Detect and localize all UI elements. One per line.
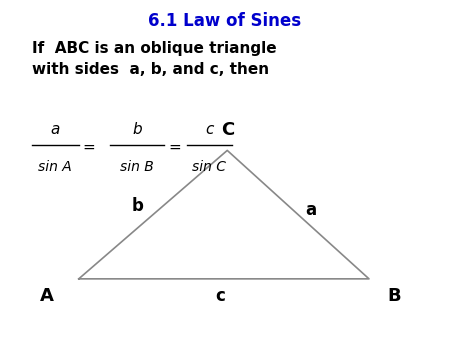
Text: a: a	[305, 200, 316, 219]
Text: sin A: sin A	[38, 160, 72, 174]
Text: c: c	[205, 122, 213, 137]
Text: B: B	[387, 287, 400, 305]
Text: =: =	[83, 140, 95, 154]
Text: b: b	[132, 122, 142, 137]
Text: b: b	[131, 197, 143, 215]
Text: a: a	[50, 122, 60, 137]
Text: 6.1 Law of Sines: 6.1 Law of Sines	[148, 12, 302, 30]
Text: C: C	[220, 121, 234, 139]
Text: sin B: sin B	[121, 160, 154, 174]
Text: c: c	[216, 287, 225, 305]
Text: sin C: sin C	[192, 160, 226, 174]
Text: A: A	[40, 287, 54, 305]
Text: =: =	[168, 140, 181, 154]
Text: If  ABC is an oblique triangle
with sides  a, b, and c, then: If ABC is an oblique triangle with sides…	[32, 41, 276, 77]
